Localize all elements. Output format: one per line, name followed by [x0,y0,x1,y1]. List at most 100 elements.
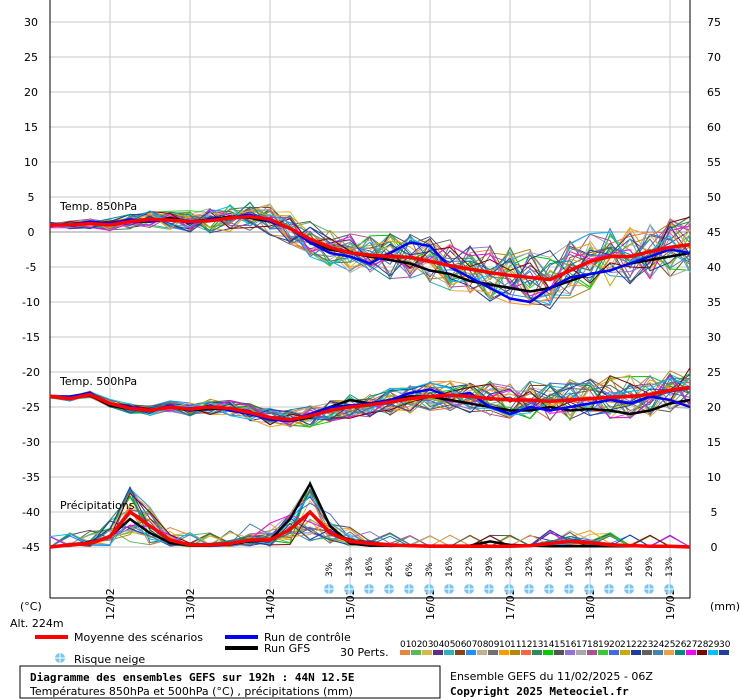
pert-swatch [422,650,432,655]
legend-mean: Moyenne des scénarios [74,631,203,644]
pert-swatch [554,650,564,655]
pert-label: 13 [532,640,543,650]
snowflake-icon [564,584,574,594]
snow-risk-row: 3% 13% 16% 26% 6% 3% 16% 32% 39% 23% 32% 26% 10% 13% 1… [324,557,675,594]
snowflake-icon [664,584,674,594]
snow-risk-pct: 16% [445,557,455,577]
mean-t850-line [50,214,691,282]
pert-swatch [587,650,597,655]
pert-label: 23 [642,640,653,650]
t850-label: Temp. 850hPa [59,200,137,213]
gfs-precip-line [49,481,691,549]
pert-swatch [477,650,487,655]
pert-swatch [609,650,619,655]
snowflake-icon [404,584,414,594]
left-tick-label: -5 [26,261,37,274]
mean-precip-line [49,509,691,549]
chart-title: Diagramme des ensembles GEFS sur 192h : … [30,671,355,684]
snowflake-icon [604,584,614,594]
snow-risk-pct: 16% [365,557,375,577]
left-tick-label: -35 [22,471,40,484]
snow-risk-pct: 13% [585,557,595,577]
right-tick-label: 5 [711,506,718,519]
snow-risk-pct: 10% [565,557,575,577]
member-t850-line [49,208,691,304]
legend-snow: Risque neige [74,653,145,666]
member-t850-line [49,210,691,292]
left-tick-label: 20 [24,86,38,99]
pert-swatch [532,650,542,655]
left-tick-label: 5 [28,191,35,204]
pert-label: 10 [499,640,511,650]
main-series [49,213,691,549]
pert-swatch [411,650,421,655]
date-tick-label: 19/02 [664,588,677,620]
snow-risk-pct: 16% [625,557,635,577]
pert-swatch [543,650,553,655]
snowflake-icon [324,584,334,594]
pert-label: 24 [653,640,665,650]
snow-risk-pct: 32% [525,557,535,577]
left-tick-label: -10 [22,296,40,309]
pert-label: 11 [510,640,521,650]
pert-label: 09 [488,640,500,650]
perturbations-count: 30 Perts. [340,646,389,659]
pert-swatch [576,650,586,655]
date-tick-label: 16/02 [424,588,437,620]
member-t850-line [49,206,691,301]
precip-label: Précipitations [60,499,135,512]
snow-risk-pct: 23% [505,557,515,577]
date-tick-label: 12/02 [104,588,117,620]
pert-swatch [664,650,674,655]
legend-snowflake-icon [55,653,65,663]
pert-swatch [499,650,509,655]
right-tick-label: 15 [707,436,721,449]
pert-label: 02 [411,640,422,650]
right-tick-label: 40 [707,261,721,274]
pert-swatch [521,650,531,655]
pert-label: 28 [697,640,709,650]
legend-control: Run de contrôle [264,631,351,644]
snowflake-icon [344,584,354,594]
pert-label: 27 [686,640,697,650]
left-tick-label: 25 [24,51,38,64]
snow-risk-pct: 3% [425,562,435,577]
pert-swatch [708,650,718,655]
legend-gfs: Run GFS [264,642,310,655]
member-t500-line [49,372,691,420]
right-tick-label: 0 [711,541,718,554]
left-tick-label: -45 [22,541,40,554]
pert-swatch [400,650,410,655]
pert-swatch [598,650,608,655]
pert-label: 01 [400,640,411,650]
pert-label: 12 [521,640,532,650]
pert-label: 14 [543,640,555,650]
pert-label: 15 [554,640,565,650]
right-tick-label: 10 [707,471,721,484]
pert-label: 20 [609,640,621,650]
t500-label: Temp. 500hPa [59,375,137,388]
snowflake-icon [364,584,374,594]
snow-risk-pct: 26% [385,557,395,577]
snowflake-icon [504,584,514,594]
pert-label: 30 [719,640,731,650]
mean-t500-line [49,385,691,422]
pert-swatch [466,650,476,655]
pert-swatch [631,650,641,655]
title-box [19,665,441,699]
right-tick-label: 35 [707,296,721,309]
right-tick-label: 45 [707,226,721,239]
pert-swatch [675,650,685,655]
run-info: Ensemble GEFS du 11/02/2025 - 06Z [450,670,653,683]
right-unit: (mm) [710,600,740,613]
x-axis-dates: 12/02 13/02 14/02 15/02 16/02 17/02 18/02 19/02 [104,588,677,620]
snow-risk-pct: 13% [345,557,355,577]
pert-swatch [653,650,663,655]
left-tick-label: -15 [22,331,40,344]
pert-swatch [433,650,443,655]
pert-label: 07 [466,640,477,650]
pert-label: 16 [565,640,577,650]
snow-risk-pct: 13% [605,557,615,577]
snowflake-icon [544,584,554,594]
